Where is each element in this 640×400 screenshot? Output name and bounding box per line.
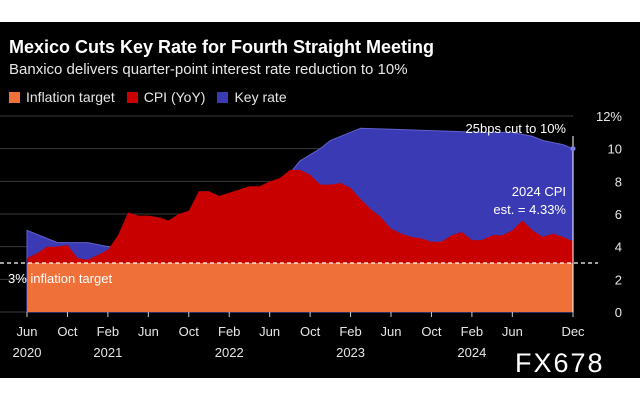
legend-item-cpi: CPI (YoY): [126, 89, 206, 105]
x-tick-label: Jun: [138, 324, 159, 339]
target-annotation: 3% inflation target: [8, 271, 112, 286]
legend-label-inflation-target: Inflation target: [26, 89, 115, 105]
x-tick-label: Feb: [461, 324, 483, 339]
chart-title: Mexico Cuts Key Rate for Fourth Straight…: [9, 37, 435, 57]
y-tick-label: 12%: [596, 109, 622, 124]
x-tick-label: Jun: [259, 324, 280, 339]
x-tick-year: 2024: [457, 345, 486, 360]
legend-swatch-cpi: [126, 91, 138, 103]
y-tick-label: 10: [608, 142, 622, 157]
x-tick-year: 2020: [13, 345, 42, 360]
key-rate-end-marker: [570, 146, 576, 152]
watermark: FX678: [515, 348, 605, 378]
y-tick-label: 4: [615, 240, 622, 255]
legend-label-cpi: CPI (YoY): [143, 89, 206, 105]
legend-item-key-rate: Key rate: [217, 89, 287, 105]
x-tick-label: Feb: [97, 324, 119, 339]
y-tick-label: 8: [615, 174, 622, 189]
bottom-border: [0, 378, 640, 400]
x-tick-label: Oct: [57, 324, 78, 339]
chart-legend: Inflation target CPI (YoY) Key rate: [9, 89, 287, 105]
cut-annotation: 25bps cut to 10%: [466, 121, 567, 136]
x-tick-label: Feb: [218, 324, 240, 339]
x-tick-year: 2021: [93, 345, 122, 360]
legend-swatch-key-rate: [217, 91, 229, 103]
inflation-target-area: [27, 263, 573, 312]
legend-label-key-rate: Key rate: [234, 89, 287, 105]
x-tick-year: 2023: [336, 345, 365, 360]
x-tick-label: Jun: [17, 324, 38, 339]
x-tick-label: Feb: [339, 324, 361, 339]
x-tick-label: Jun: [502, 324, 523, 339]
legend-swatch-inflation-target: [9, 91, 20, 103]
cpi-estimate-annotation-line1: 2024 CPI: [512, 184, 566, 199]
chart-subtitle: Banxico delivers quarter-point interest …: [9, 61, 408, 78]
x-tick-year: 2022: [215, 345, 244, 360]
x-tick-label: Oct: [179, 324, 200, 339]
x-tick-label: Oct: [300, 324, 321, 339]
y-tick-label: 0: [615, 305, 622, 320]
y-tick-label: 2: [615, 272, 622, 287]
x-tick-label: Dec: [561, 324, 585, 339]
legend-item-inflation-target: Inflation target: [9, 89, 115, 105]
x-tick-label: Oct: [421, 324, 442, 339]
x-tick-label: Jun: [381, 324, 402, 339]
top-border: [0, 0, 640, 22]
cpi-estimate-annotation-line2: est. = 4.33%: [493, 202, 566, 217]
y-tick-label: 6: [615, 207, 622, 222]
